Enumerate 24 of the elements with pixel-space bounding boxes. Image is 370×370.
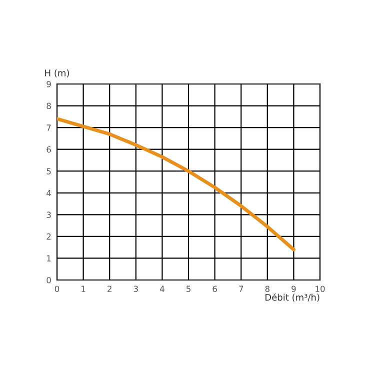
x-tick-label: 1 — [82, 286, 86, 292]
y-tick-label: 2 — [46, 233, 51, 240]
x-tick-label: 7 — [239, 286, 244, 292]
x-tick-label: 10 — [316, 286, 325, 292]
x-tick-label: 3 — [134, 286, 138, 292]
y-tick-label: 6 — [46, 146, 51, 153]
y-axis-title: H (m) — [45, 69, 69, 78]
x-tick-label: 6 — [212, 286, 217, 292]
x-tick-label: 4 — [160, 286, 164, 292]
line-series — [57, 117, 296, 252]
y-tick-label: 1 — [47, 255, 51, 262]
x-tick-label: 9 — [292, 286, 296, 292]
x-tick-label: 2 — [108, 286, 112, 292]
y-tick-label: 7 — [46, 124, 51, 131]
y-tick-label: 9 — [46, 80, 51, 88]
y-tick-label: 8 — [46, 102, 51, 110]
x-tick-label: 0 — [54, 286, 60, 292]
x-tick-label: 8 — [265, 286, 270, 292]
y-tick-label: 0 — [46, 276, 51, 284]
x-tick-label: 5 — [186, 286, 190, 292]
x-axis-title: Débit (m³/h) — [266, 293, 320, 302]
y-tick-label: 5 — [46, 168, 51, 174]
y-tick-label: 3 — [46, 212, 51, 218]
y-tick-label: 4 — [46, 190, 51, 196]
